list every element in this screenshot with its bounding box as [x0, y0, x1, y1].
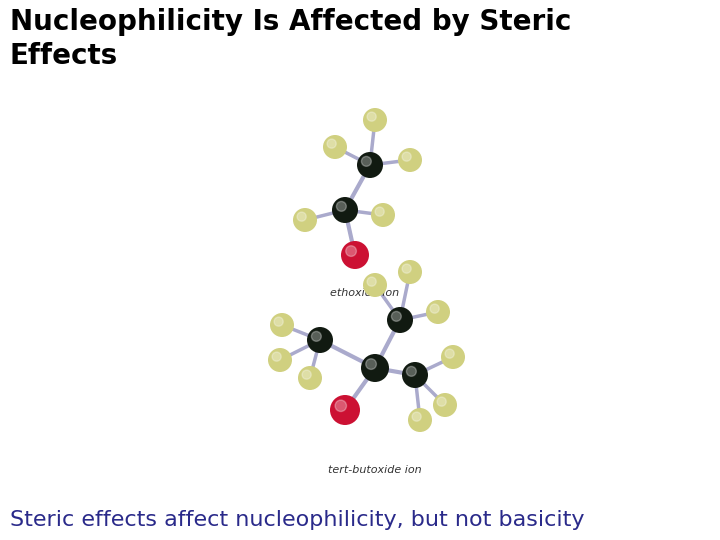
- Circle shape: [302, 370, 311, 379]
- Circle shape: [361, 354, 389, 382]
- Circle shape: [293, 208, 317, 232]
- Circle shape: [437, 397, 446, 406]
- Circle shape: [402, 152, 411, 161]
- Circle shape: [441, 345, 465, 369]
- Circle shape: [366, 359, 377, 369]
- Circle shape: [335, 400, 346, 411]
- Circle shape: [433, 393, 457, 417]
- Circle shape: [327, 139, 336, 148]
- Circle shape: [412, 412, 421, 421]
- Circle shape: [430, 304, 439, 313]
- Circle shape: [270, 313, 294, 337]
- Circle shape: [367, 112, 376, 121]
- Circle shape: [298, 366, 322, 390]
- Circle shape: [445, 349, 454, 358]
- Circle shape: [371, 203, 395, 227]
- Circle shape: [332, 197, 358, 223]
- Circle shape: [274, 317, 283, 326]
- Circle shape: [346, 246, 356, 256]
- Circle shape: [363, 273, 387, 297]
- Circle shape: [408, 408, 432, 432]
- Circle shape: [402, 264, 411, 273]
- Circle shape: [297, 212, 306, 221]
- Circle shape: [330, 395, 360, 425]
- Circle shape: [312, 332, 321, 341]
- Circle shape: [398, 148, 422, 172]
- Circle shape: [398, 260, 422, 284]
- Circle shape: [406, 367, 416, 376]
- Circle shape: [367, 277, 376, 286]
- Circle shape: [363, 108, 387, 132]
- Circle shape: [426, 300, 450, 324]
- Circle shape: [307, 327, 333, 353]
- Circle shape: [392, 312, 401, 321]
- Text: Steric effects affect nucleophilicity, but not basicity: Steric effects affect nucleophilicity, b…: [10, 510, 585, 530]
- Text: Nucleophilicity Is Affected by Steric
Effects: Nucleophilicity Is Affected by Steric Ef…: [10, 8, 572, 70]
- Circle shape: [268, 348, 292, 372]
- Circle shape: [375, 207, 384, 216]
- Circle shape: [336, 201, 346, 211]
- Circle shape: [272, 352, 282, 361]
- Circle shape: [361, 157, 372, 166]
- Text: tert-butoxide ion: tert-butoxide ion: [328, 465, 422, 475]
- Circle shape: [387, 307, 413, 333]
- Circle shape: [357, 152, 383, 178]
- Circle shape: [341, 241, 369, 269]
- Circle shape: [402, 362, 428, 388]
- Circle shape: [323, 135, 347, 159]
- Text: ethoxide ion: ethoxide ion: [330, 288, 400, 298]
